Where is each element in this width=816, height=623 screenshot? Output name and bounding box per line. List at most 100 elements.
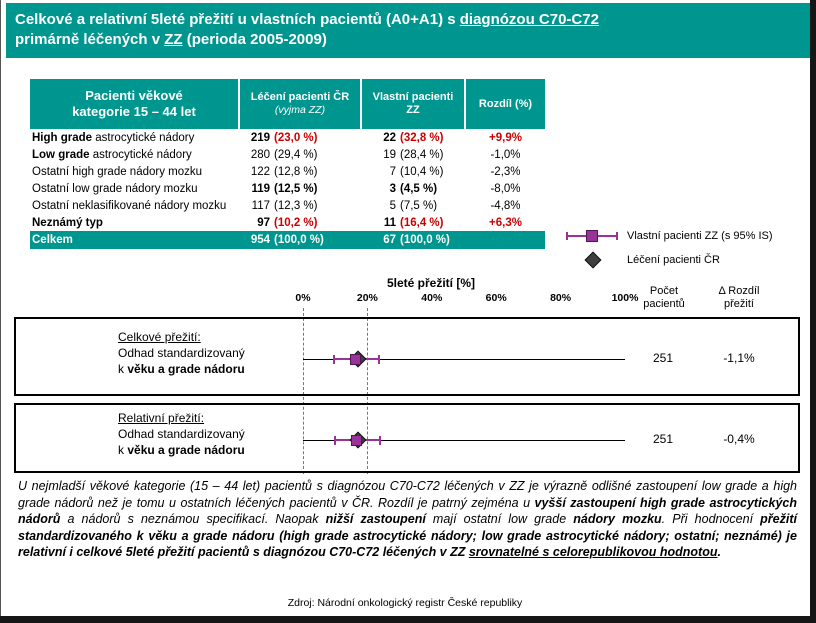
row-label-part: Neznámý typ	[32, 216, 103, 229]
count-value: 3	[389, 182, 396, 195]
diff-value: -8,0%	[490, 182, 521, 195]
panel-title-text: Relativní přežití:	[118, 411, 205, 425]
patient-count: 251	[652, 351, 674, 365]
header-subtext: (vyjma ZZ)	[274, 104, 326, 116]
count-cell: 117 (12,3 %)	[240, 200, 362, 212]
summary-part: U nejmladší věkové kategorie (15 – 44 le…	[18, 479, 797, 510]
count-value: 122	[250, 165, 270, 178]
diff-value: +6,3%	[489, 216, 522, 229]
patients-table: Pacienti věkové kategorie 15 – 44 let Lé…	[30, 79, 545, 249]
percent-value: (32,8 %)	[400, 131, 444, 144]
count-value: 22	[383, 131, 396, 144]
panel-subtitle2: k věku a grade nádoru	[118, 361, 245, 377]
summary-part: vyšší zastoupení high grade astrocytický…	[18, 495, 797, 527]
header-text: Vlastní pacienti	[372, 91, 454, 103]
count-cell: 11 (16,4 %)	[362, 217, 466, 229]
row-label: Ostatní low grade nádory mozku	[30, 183, 240, 195]
count-value: 11	[383, 216, 396, 229]
legend-label: Vlastní pacienti ZZ (s 95% IS)	[627, 230, 773, 242]
row-label-part: astrocytické nádory	[92, 131, 195, 144]
header-text: kategorie 15 – 44 let	[72, 104, 196, 119]
diff-value: -2,3%	[490, 165, 521, 178]
summary-part: a nádorů s neznámou specifikací. Naopak	[60, 512, 326, 526]
table-row: Ostatní high grade nádory mozku 122 (12,8 …	[30, 163, 545, 180]
percent-value: (12,8 %)	[274, 165, 318, 178]
panel-subtitle2-prefix: k	[118, 362, 128, 376]
count-cell: 7 (10,4 %)	[362, 166, 466, 178]
row-label-part: Low grade	[32, 148, 90, 161]
page-title: Celkové a relativní 5leté přežití u vlas…	[15, 11, 599, 48]
axis-tick-label: 60%	[485, 292, 507, 304]
panel-subtitle2-bold: věku a grade nádoru	[127, 362, 245, 376]
count-value: 97	[257, 216, 270, 229]
survival-difference: -0,4%	[723, 432, 755, 446]
axis-tick-label: 100%	[611, 292, 639, 304]
row-label: Low grade astrocytické nádory	[30, 149, 240, 161]
count-cell: 122 (12,8 %)	[240, 166, 362, 178]
slide-left-edge	[0, 0, 1, 623]
table-body: High grade astrocytické nádory 219 (23,0 %…	[30, 129, 545, 231]
header-text: ZZ	[406, 104, 420, 116]
row-label-part: Ostatní high grade nádory mozku	[32, 165, 203, 178]
legend-item-cr: Léčení pacienti ČR	[566, 248, 773, 272]
percent-value: (29,4 %)	[274, 148, 318, 161]
row-label-part: astrocytické nádory	[89, 148, 192, 161]
count-cell: 119 (12,5 %)	[240, 183, 362, 195]
table-row: High grade astrocytické nádory 219 (23,0 %…	[30, 129, 545, 146]
reference-dashed-line	[367, 308, 369, 474]
header-age-category: Pacienti věkové kategorie 15 – 44 let	[30, 79, 240, 129]
ci-tick-icon	[566, 232, 568, 240]
legend-label: Léčení pacienti ČR	[627, 254, 720, 266]
row-label-part: Ostatní low grade nádory mozku	[32, 182, 198, 195]
title-part: primárně léčených v	[15, 31, 165, 48]
diff-value: -1,0%	[490, 148, 521, 161]
confidence-interval-tick	[379, 436, 382, 445]
column-header-text: Δ Rozdíl	[718, 285, 760, 297]
column-header-text: pacientů	[643, 298, 685, 310]
panel-subtitle2-prefix: k	[118, 443, 128, 457]
reference-dashed-line	[303, 308, 304, 474]
count-value: 119	[251, 182, 270, 195]
total-cr-cell: 954 (100,0 %)	[240, 234, 362, 246]
count-cell: 22 (32,8 %)	[362, 132, 466, 144]
panel-label: Relativní přežití: Odhad standardizovaný k…	[118, 410, 245, 458]
count-value: 219	[250, 131, 270, 144]
patient-count: 251	[652, 432, 674, 446]
slide-bottom-edge	[0, 616, 816, 623]
percent-value: (28,4 %)	[400, 148, 444, 161]
panel-subtitle: Odhad standardizovaný	[118, 427, 245, 441]
summary-paragraph: U nejmladší věkové kategorie (15 – 44 le…	[18, 478, 797, 561]
row-label: High grade astrocytické nádory	[30, 132, 240, 144]
slide-right-edge	[810, 0, 816, 623]
source-note: Zdroj: Národní onkologický registr České…	[287, 597, 523, 609]
total-label: Celkem	[32, 234, 73, 246]
summary-part: nádory mozku	[573, 512, 662, 526]
ci-tick-icon	[616, 232, 618, 240]
panel-subtitle: Odhad standardizovaný	[118, 346, 245, 360]
diamond-marker-icon	[584, 251, 602, 269]
header-text: Pacienti věkové	[85, 88, 183, 103]
summary-part: nižší zastoupení	[325, 512, 426, 526]
count-value: 954	[250, 234, 270, 246]
count-cell: 5 (7,5 %)	[362, 200, 466, 212]
diamond-marker	[566, 251, 618, 269]
survival-panel: Celkové přežití: Odhad standardizovaný k v…	[14, 317, 800, 396]
header-difference: Rozdíl (%)	[466, 79, 545, 129]
count-value: 67	[383, 234, 396, 246]
axis-tick-label: 40%	[421, 292, 443, 304]
summary-part: přežití standardizovaného k věku a grade…	[18, 512, 797, 559]
header-text: Léčení pacienti ČR	[250, 91, 350, 103]
title-banner: Celkové a relativní 5leté přežití u vlas…	[6, 3, 810, 58]
percent-value: (23,0 %)	[274, 131, 318, 144]
row-label-part: Ostatní neklasifikované nádory mozku	[32, 199, 227, 212]
summary-part: . Při hodnocení	[661, 512, 761, 526]
zz-square-marker	[349, 354, 361, 365]
percent-value: (100,0 %)	[274, 234, 324, 246]
survival-difference: -1,1%	[723, 351, 755, 365]
title-part: Celkové a relativní 5leté přežití u vlas…	[15, 11, 460, 28]
table-row: Ostatní neklasifikované nádory mozku 117 (…	[30, 197, 545, 214]
column-header-text: Počet	[649, 285, 679, 297]
title-part: (perioda 2005-2009)	[182, 31, 327, 48]
column-header-count: Počet pacientů	[633, 285, 695, 311]
